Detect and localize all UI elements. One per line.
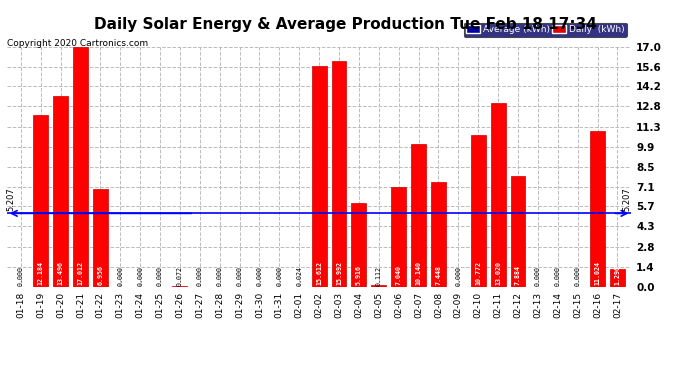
Text: 0.000: 0.000 (137, 266, 143, 286)
Text: 0.000: 0.000 (18, 266, 24, 286)
Text: 10.772: 10.772 (475, 261, 481, 285)
Text: Copyright 2020 Cartronics.com: Copyright 2020 Cartronics.com (7, 39, 148, 48)
Bar (411, 144, 426, 287)
Text: 15.992: 15.992 (336, 261, 342, 285)
Text: 0.000: 0.000 (555, 266, 561, 286)
Text: 7.040: 7.040 (395, 265, 402, 285)
Text: 0.000: 0.000 (277, 266, 282, 286)
Text: 0.000: 0.000 (157, 266, 163, 286)
Text: 7.884: 7.884 (515, 265, 521, 285)
Text: 6.956: 6.956 (97, 265, 104, 285)
Text: 0.000: 0.000 (535, 266, 541, 286)
Text: 0.000: 0.000 (117, 266, 124, 286)
Text: 13.020: 13.020 (495, 261, 501, 285)
Text: 0.072: 0.072 (177, 266, 183, 286)
Bar (172, 286, 188, 287)
Text: 0.000: 0.000 (257, 266, 262, 286)
Text: 0.000: 0.000 (455, 266, 462, 286)
Text: 5.207: 5.207 (623, 188, 632, 211)
Text: 1.296: 1.296 (614, 265, 620, 285)
Text: 13.496: 13.496 (57, 261, 63, 285)
Bar (93, 189, 108, 287)
Bar (491, 103, 506, 287)
Legend: Average (kWh), Daily  (kWh): Average (kWh), Daily (kWh) (464, 22, 627, 37)
Bar (610, 268, 625, 287)
Text: 12.184: 12.184 (38, 261, 43, 285)
Bar (471, 135, 486, 287)
Bar (312, 66, 326, 287)
Text: 5.916: 5.916 (356, 265, 362, 285)
Bar (511, 176, 526, 287)
Text: 0.112: 0.112 (376, 266, 382, 286)
Bar (351, 203, 366, 287)
Bar (371, 285, 386, 287)
Text: Daily Solar Energy & Average Production Tue Feb 18 17:34: Daily Solar Energy & Average Production … (94, 17, 596, 32)
Bar (391, 188, 406, 287)
Text: 10.140: 10.140 (415, 261, 422, 285)
Text: 7.448: 7.448 (435, 265, 442, 285)
Text: 11.024: 11.024 (595, 261, 600, 285)
Bar (73, 47, 88, 287)
Text: 5.207: 5.207 (6, 188, 15, 211)
Bar (53, 96, 68, 287)
Text: 0.000: 0.000 (217, 266, 223, 286)
Text: 0.000: 0.000 (237, 266, 243, 286)
Text: 15.612: 15.612 (316, 261, 322, 285)
Bar (33, 115, 48, 287)
Text: 0.000: 0.000 (197, 266, 203, 286)
Text: 17.012: 17.012 (77, 261, 83, 285)
Bar (590, 131, 605, 287)
Bar (332, 61, 346, 287)
Text: 0.024: 0.024 (296, 266, 302, 286)
Text: 0.000: 0.000 (575, 266, 581, 286)
Bar (431, 182, 446, 287)
